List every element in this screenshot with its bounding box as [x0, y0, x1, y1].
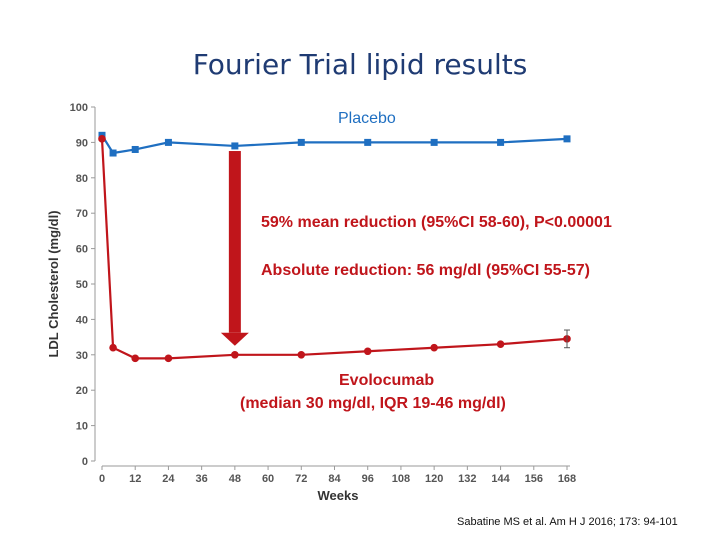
y-tick-label: 40	[76, 314, 88, 326]
placebo-point	[297, 138, 305, 146]
y-tick-label: 50	[76, 279, 88, 291]
chart-annotations: Placebo 59% mean reduction (95%CI 58-60)…	[240, 110, 612, 412]
evolocumab-point	[363, 347, 372, 356]
x-tick-label: 156	[525, 473, 543, 485]
x-tick-label: 0	[99, 473, 105, 485]
evolocumab-line	[100, 138, 568, 360]
x-axis-title: Weeks	[318, 488, 359, 503]
y-axis-title: LDL Cholesterol (mg/dl)	[46, 210, 61, 357]
y-tick-label: 90	[76, 137, 88, 149]
placebo-point	[131, 145, 139, 153]
citation: Sabatine MS et al. Am H J 2016; 173: 94-…	[457, 516, 678, 528]
evolocumab-point	[109, 343, 117, 352]
placebo-legend-label: Placebo	[338, 110, 396, 127]
reduction-arrow-head	[220, 332, 249, 346]
evolocumab-point	[98, 135, 106, 143]
chart-axes: 0 10 20 30 40 50 60 70 80 90 100 0 12 24 36 48 60 72 84 96 1…	[46, 102, 576, 503]
x-tick-label: 48	[229, 473, 241, 485]
x-tick-label: 84	[328, 473, 341, 485]
slide-title: Fourier Trial lipid results	[192, 48, 528, 81]
evolocumab-median-annotation: (median 30 mg/dl, IQR 19-46 mg/dl)	[240, 395, 506, 412]
y-tick-label: 30	[76, 350, 88, 362]
y-tick-label: 100	[70, 102, 88, 114]
placebo-point	[109, 149, 117, 157]
placebo-point	[497, 138, 505, 146]
x-tick-label: 24	[162, 473, 175, 485]
x-tick-label: 96	[362, 473, 374, 485]
x-tick-label: 72	[295, 473, 307, 485]
evolocumab-point	[164, 354, 173, 363]
x-tick-label: 120	[425, 473, 443, 485]
placebo-point	[563, 135, 571, 143]
x-tick-label: 36	[196, 473, 208, 485]
evolocumab-point	[496, 340, 505, 348]
x-tick-label: 12	[129, 473, 141, 485]
evolocumab-point	[131, 354, 140, 363]
placebo-line	[101, 134, 568, 155]
evolocumab-legend-label: Evolocumab	[339, 372, 434, 389]
x-tick-label: 60	[262, 473, 274, 485]
placebo-point	[364, 138, 372, 146]
evolocumab-point	[297, 351, 306, 359]
absolute-reduction-annotation: Absolute reduction: 56 mg/dl (95%CI 55-5…	[261, 262, 590, 279]
y-tick-label: 20	[76, 385, 88, 397]
evolocumab-point	[430, 343, 438, 352]
reduction-arrow-shaft	[228, 151, 241, 333]
placebo-point	[231, 142, 239, 150]
y-tick-label: 0	[82, 456, 88, 468]
placebo-point	[430, 138, 438, 146]
chart-series	[98, 131, 571, 363]
evolocumab-point	[231, 351, 239, 359]
y-tick-label: 80	[76, 173, 88, 185]
y-tick-label: 10	[76, 421, 88, 433]
mean-reduction-annotation: 59% mean reduction (95%CI 58-60), P<0.00…	[261, 214, 612, 231]
x-tick-label: 144	[491, 473, 510, 485]
x-tick-label: 108	[392, 473, 410, 485]
x-tick-label: 168	[558, 473, 576, 485]
x-tick-label: 132	[458, 473, 476, 485]
y-tick-label: 70	[76, 208, 88, 220]
placebo-point	[164, 138, 172, 146]
y-tick-label: 60	[76, 244, 88, 256]
